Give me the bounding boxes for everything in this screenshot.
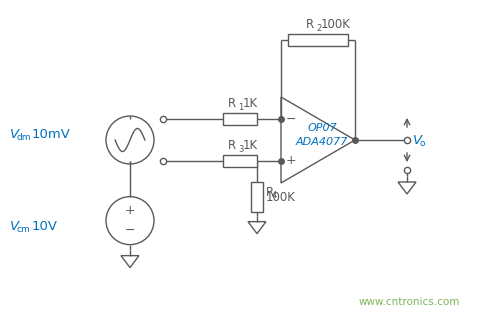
Text: dm: dm [17, 133, 32, 141]
Text: 4: 4 [272, 191, 277, 200]
Text: R: R [306, 18, 314, 31]
Text: o: o [420, 139, 426, 147]
Text: V: V [10, 220, 19, 233]
Text: 1K: 1K [243, 97, 258, 110]
Text: 3: 3 [238, 145, 243, 154]
Text: 100K: 100K [266, 191, 296, 203]
Bar [223, 155, 257, 167]
Text: cm: cm [17, 225, 31, 234]
Text: R: R [228, 139, 236, 152]
Text: 10V: 10V [32, 220, 58, 233]
Text: −: − [286, 113, 296, 126]
Text: V: V [10, 128, 19, 140]
Bar [288, 34, 348, 46]
Bar [223, 113, 257, 125]
Text: 10mV: 10mV [32, 128, 71, 140]
Bar [251, 182, 263, 212]
Text: 100K: 100K [321, 18, 351, 31]
Text: 2: 2 [316, 24, 321, 33]
Text: +: + [286, 154, 296, 167]
Text: ADA4077: ADA4077 [296, 137, 348, 147]
Text: −: − [125, 224, 135, 237]
Text: V: V [413, 134, 422, 146]
Text: R: R [228, 97, 236, 110]
Text: 1K: 1K [243, 139, 258, 152]
Text: R: R [266, 186, 274, 199]
Text: OP07: OP07 [307, 123, 337, 133]
Text: +: + [125, 204, 135, 217]
Text: www.cntronics.com: www.cntronics.com [359, 297, 460, 307]
Text: 1: 1 [238, 103, 243, 112]
